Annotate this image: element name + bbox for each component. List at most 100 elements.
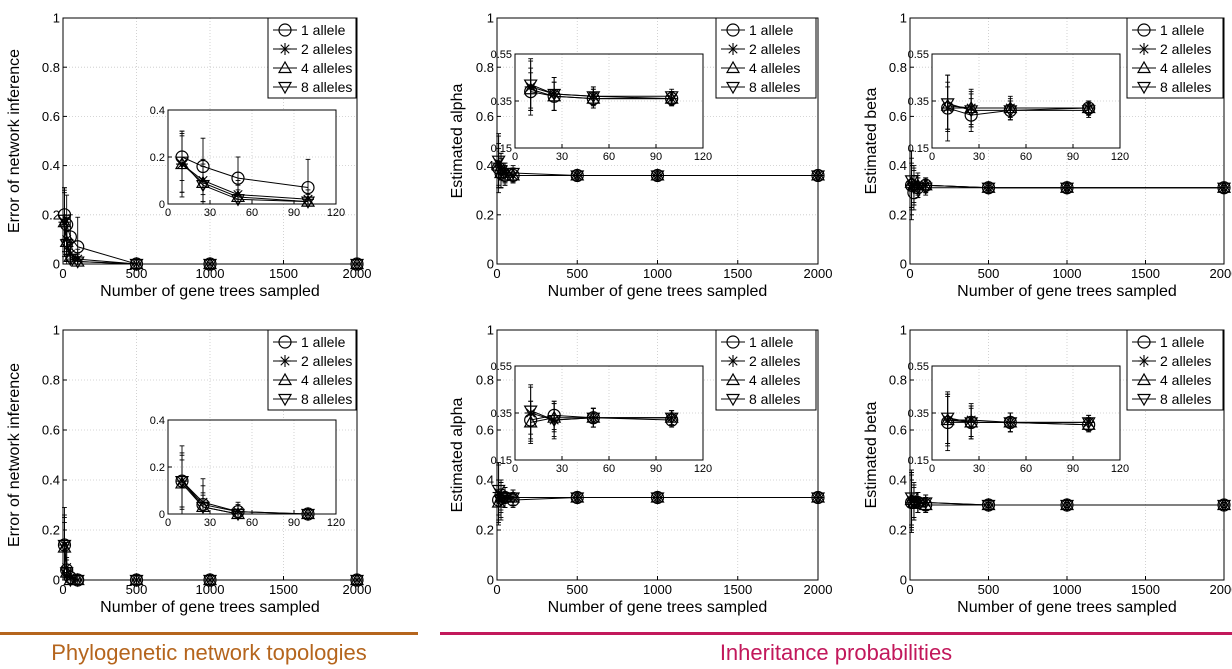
inset-xtick-label: 30 bbox=[556, 463, 568, 475]
main-xtick-label: 1500 bbox=[723, 582, 752, 597]
inset-ytick-label: 0.4 bbox=[150, 105, 165, 117]
legend-marker-circle bbox=[726, 23, 740, 37]
main-point-triangle-down bbox=[1216, 499, 1232, 513]
inset-line-circle bbox=[181, 156, 309, 189]
legend-marker-star bbox=[279, 43, 291, 55]
inset-point-triangle-down bbox=[523, 79, 538, 92]
main-xtick-label: 0 bbox=[906, 266, 913, 281]
main-xtick-label: 500 bbox=[978, 582, 1000, 597]
y-axis-label: Error of network inference bbox=[6, 49, 23, 233]
legend-entry: 8 alleles bbox=[749, 79, 800, 95]
inset-xtick-label: 90 bbox=[650, 463, 662, 475]
inset-point-triangle-down bbox=[940, 412, 955, 425]
inset-xtick-label: 120 bbox=[327, 207, 345, 219]
legend-marker-star bbox=[1138, 43, 1150, 55]
main-point-triangle-down bbox=[981, 182, 996, 195]
legend-box bbox=[715, 329, 817, 411]
inset-line-triangle-down bbox=[530, 410, 672, 421]
y-axis-label: Estimated alpha bbox=[449, 398, 466, 513]
legend-box bbox=[1126, 329, 1224, 411]
inset-top-middle: 0 30 60 90 120 0.15 0.35 0.55 bbox=[491, 49, 713, 163]
main-point-triangle-down bbox=[129, 574, 144, 588]
legend-entry: 8 alleles bbox=[1160, 79, 1211, 95]
inset-line-star bbox=[181, 163, 309, 200]
legend-marker-triangle-down bbox=[277, 393, 293, 407]
legend-box bbox=[267, 329, 357, 411]
inset-bottom-left: 0 30 60 90 120 0 0.2 0.4 bbox=[150, 415, 345, 529]
legend-entry: 2 alleles bbox=[301, 41, 352, 57]
inset-line-triangle-down bbox=[530, 84, 672, 97]
chart-top-left: 0 500 1000 1500 2000 0 0.2 0.4 0.6 0.8 1 Number of … bbox=[6, 11, 371, 300]
inset-point-triangle-down bbox=[523, 405, 538, 418]
legend-marker-triangle-down bbox=[725, 393, 741, 407]
main-xtick-label: 2000 bbox=[804, 266, 833, 281]
inset-point-triangle-down bbox=[964, 417, 979, 430]
inset-ytick-label: 0.2 bbox=[150, 152, 165, 164]
main-point-triangle-down bbox=[981, 499, 996, 513]
main-ytick-label: 0.8 bbox=[476, 60, 494, 75]
main-ytick-label: 0.2 bbox=[476, 207, 494, 222]
main-ytick-label: 0.4 bbox=[889, 473, 907, 488]
legend-marker-circle bbox=[726, 335, 740, 349]
main-ytick-label: 0.6 bbox=[476, 109, 494, 124]
x-axis-label: Number of gene trees sampled bbox=[100, 283, 320, 300]
legend-top-middle: 1 allele 2 alleles 4 alleles 8 alleles bbox=[715, 17, 817, 99]
inset-point-triangle-down bbox=[1081, 417, 1096, 430]
inset-point-triangle-down bbox=[547, 414, 562, 428]
legend-marker-triangle-up bbox=[725, 372, 741, 386]
inset-ytick-label: 0.35 bbox=[908, 96, 929, 108]
main-point-triangle-up bbox=[981, 180, 996, 193]
main-point-triangle-down bbox=[910, 182, 925, 195]
main-xtick-label: 2000 bbox=[1210, 582, 1232, 597]
inset-line-triangle-up bbox=[530, 88, 672, 100]
main-ytick-label: 0.6 bbox=[889, 109, 907, 124]
main-xtick-label: 0 bbox=[59, 582, 66, 597]
main-xtick-label: 1000 bbox=[643, 582, 672, 597]
main-ytick-label: 0.4 bbox=[889, 158, 907, 173]
main-xtick-label: 1000 bbox=[1053, 582, 1082, 597]
footer-left-label: Phylogenetic network topologies bbox=[51, 640, 367, 665]
inset-xtick-label: 30 bbox=[204, 517, 216, 529]
inset-xtick-label: 120 bbox=[694, 463, 712, 475]
main-ytick-label: 0 bbox=[53, 573, 60, 588]
main-point-triangle-down bbox=[570, 492, 585, 505]
inset-point-triangle-down bbox=[174, 476, 190, 489]
main-xtick-label: 0 bbox=[493, 582, 500, 597]
legend-entry: 2 alleles bbox=[1160, 41, 1211, 57]
legend-entry: 1 allele bbox=[1160, 22, 1205, 38]
legend-bottom-middle: 1 allele 2 alleles 4 alleles 8 alleles bbox=[715, 329, 817, 411]
inset-xtick-label: 30 bbox=[973, 463, 985, 475]
main-ytick-label: 0.2 bbox=[42, 207, 60, 222]
main-xtick-label: 1000 bbox=[196, 582, 225, 597]
legend-entry: 2 alleles bbox=[1160, 353, 1211, 369]
inset-line-triangle-down bbox=[947, 417, 1089, 423]
main-ytick-label: 0.8 bbox=[889, 373, 907, 388]
legend-entry: 8 alleles bbox=[301, 79, 352, 95]
inset-xtick-label: 90 bbox=[1067, 151, 1079, 163]
inset-top-right: 0 30 60 90 120 0.15 0.35 0.55 bbox=[908, 49, 1130, 163]
inset-top-left: 0 30 60 90 120 0 0.2 0.4 bbox=[150, 105, 345, 219]
main-point-triangle-down bbox=[349, 258, 365, 272]
main-point-triangle-down bbox=[918, 497, 933, 510]
main-point-triangle-down bbox=[1059, 182, 1075, 195]
inset-ytick-label: 0.35 bbox=[491, 96, 512, 108]
legend-marker-triangle-up bbox=[277, 372, 293, 386]
inset-line-star bbox=[181, 480, 309, 515]
inset-point-triangle-down bbox=[940, 98, 955, 111]
legend-entry: 2 alleles bbox=[749, 41, 800, 57]
inset-point-triangle-down bbox=[195, 501, 211, 515]
main-point-triangle-down bbox=[491, 484, 506, 498]
inset-xtick-label: 120 bbox=[1111, 463, 1129, 475]
main-ytick-label: 0.8 bbox=[42, 373, 60, 388]
main-xtick-label: 2000 bbox=[343, 266, 372, 281]
inset-xtick-label: 120 bbox=[327, 517, 345, 529]
x-axis-label: Number of gene trees sampled bbox=[548, 599, 768, 616]
main-ytick-label: 0.4 bbox=[42, 158, 60, 173]
legend-marker-triangle-up bbox=[277, 60, 293, 74]
legend-entry: 1 allele bbox=[301, 334, 346, 350]
main-point-triangle-down bbox=[129, 258, 144, 272]
inset-xtick-label: 90 bbox=[288, 517, 300, 529]
chart-bottom-middle: 0 500 1000 1500 2000 0 0.2 0.4 0.6 0.8 1 Number of … bbox=[449, 323, 832, 616]
y-axis-label: Error of network inference bbox=[6, 363, 23, 547]
